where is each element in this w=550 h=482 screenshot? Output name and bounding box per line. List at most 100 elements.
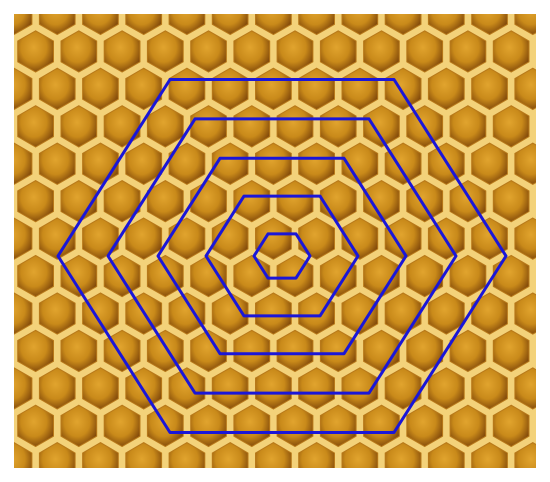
comb-cell bbox=[276, 30, 314, 73]
comb-cell bbox=[233, 329, 271, 373]
comb-cell bbox=[14, 442, 33, 468]
comb-cell bbox=[233, 180, 271, 223]
comb-cell bbox=[319, 329, 357, 373]
comb-cell bbox=[427, 442, 465, 468]
comb-cell bbox=[17, 105, 54, 148]
comb-cell bbox=[211, 367, 249, 410]
comb-cell bbox=[168, 442, 206, 468]
comb-cell bbox=[190, 30, 227, 73]
comb-cell bbox=[471, 442, 508, 468]
comb-cell bbox=[427, 14, 465, 36]
comb-cell bbox=[537, 330, 550, 371]
comb-cell bbox=[190, 329, 227, 373]
comb-cell bbox=[14, 14, 33, 36]
comb-cell bbox=[0, 255, 10, 296]
comb-cell bbox=[514, 367, 536, 410]
comb-cell bbox=[255, 367, 292, 410]
comb-cell bbox=[125, 142, 163, 185]
comb-cell bbox=[471, 292, 508, 335]
comb-cell bbox=[60, 404, 98, 448]
comb-cell bbox=[190, 254, 227, 298]
comb-cell bbox=[233, 404, 271, 448]
comb-cell bbox=[319, 30, 357, 73]
comb-cell bbox=[103, 180, 141, 223]
comb-cell bbox=[298, 217, 335, 260]
comb-cell bbox=[471, 217, 508, 260]
comb-cell bbox=[298, 142, 335, 185]
comb-cell bbox=[211, 292, 249, 335]
comb-cell bbox=[17, 329, 54, 373]
comb-cell bbox=[38, 367, 76, 410]
comb-cell bbox=[38, 67, 76, 111]
comb-cell bbox=[363, 105, 400, 148]
comb-cell bbox=[82, 292, 119, 335]
comb-cell bbox=[14, 67, 33, 111]
comb-cell bbox=[190, 404, 227, 448]
comb-cell bbox=[168, 217, 206, 260]
comb-cell bbox=[492, 105, 530, 148]
comb-cell bbox=[146, 180, 184, 223]
comb-cell bbox=[341, 14, 379, 36]
comb-cell bbox=[341, 442, 379, 468]
comb-cell bbox=[384, 442, 422, 468]
comb-cell bbox=[211, 14, 249, 36]
comb-cell bbox=[168, 292, 206, 335]
comb-cell bbox=[211, 142, 249, 185]
comb-cell bbox=[406, 30, 444, 73]
comb-cell bbox=[17, 180, 54, 223]
comb-cell bbox=[17, 254, 54, 298]
comb-cell bbox=[190, 105, 227, 148]
comb-cell bbox=[0, 181, 10, 222]
comb-cell bbox=[82, 367, 119, 410]
comb-cell bbox=[38, 442, 76, 468]
hexagon-overlay bbox=[56, 78, 508, 434]
comb-cell bbox=[298, 14, 335, 36]
comb-cell bbox=[14, 217, 33, 260]
comb-cell bbox=[125, 442, 163, 468]
comb-cell bbox=[14, 292, 33, 335]
comb-cell bbox=[298, 367, 335, 410]
comb-cell bbox=[514, 14, 536, 36]
comb-cell bbox=[492, 180, 530, 223]
comb-cell bbox=[146, 30, 184, 73]
comb-cell bbox=[103, 404, 141, 448]
comb-cell bbox=[276, 105, 314, 148]
comb-cell bbox=[514, 217, 536, 260]
comb-cell bbox=[255, 142, 292, 185]
comb-cell bbox=[492, 30, 530, 73]
comb-cell bbox=[406, 404, 444, 448]
comb-cell bbox=[38, 14, 76, 36]
comb-cell bbox=[298, 442, 335, 468]
comb-cell bbox=[60, 105, 98, 148]
comb-cell bbox=[276, 404, 314, 448]
comb-cell bbox=[471, 67, 508, 111]
overlay-hexagon-3 bbox=[156, 156, 408, 356]
comb-cell bbox=[384, 367, 422, 410]
comb-cell bbox=[60, 329, 98, 373]
comb-cell bbox=[125, 14, 163, 36]
comb-cell bbox=[103, 30, 141, 73]
comb-cell bbox=[255, 292, 292, 335]
comb-cell bbox=[211, 442, 249, 468]
comb-cell bbox=[14, 142, 33, 185]
comb-cell bbox=[0, 106, 10, 147]
comb-cell bbox=[0, 31, 10, 72]
comb-cell bbox=[514, 292, 536, 335]
comb-cell bbox=[82, 67, 119, 111]
comb-cell bbox=[82, 442, 119, 468]
comb-cell bbox=[255, 14, 292, 36]
comb-cell bbox=[103, 105, 141, 148]
comb-cell bbox=[319, 404, 357, 448]
comb-cell bbox=[514, 67, 536, 111]
comb-cell bbox=[449, 30, 487, 73]
comb-cell bbox=[168, 142, 206, 185]
comb-cell bbox=[168, 367, 206, 410]
comb-cell bbox=[146, 254, 184, 298]
comb-cell bbox=[17, 30, 54, 73]
comb-cell bbox=[514, 442, 536, 468]
comb-cell bbox=[471, 367, 508, 410]
comb-cell bbox=[492, 329, 530, 373]
